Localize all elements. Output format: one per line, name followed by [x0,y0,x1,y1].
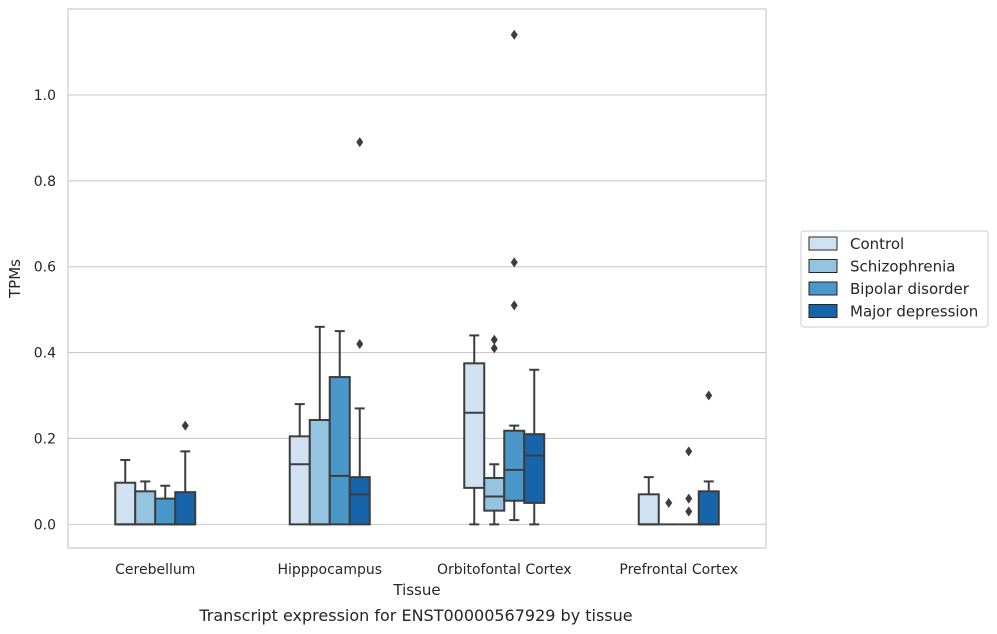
outlier-point [490,343,498,354]
outlier-point [356,137,364,148]
box [134,480,157,526]
y-tick-label: 0.6 [34,260,56,276]
box-body [288,435,311,526]
y-tick-label: 0.2 [34,431,56,447]
outlier-point [490,334,498,345]
box [697,390,720,526]
y-tick-label: 0.4 [34,346,56,362]
box [154,484,177,526]
legend-swatch [808,236,838,251]
y-tick-labels: 0.0 0.2 0.4 0.6 0.8 1.0 [34,88,56,533]
outlier-point [510,300,518,311]
outlier-point [685,493,693,504]
box-series [114,29,720,526]
box-body [697,490,720,526]
box-body [483,476,506,512]
box-body [134,490,157,526]
box [288,403,311,526]
box-body [114,481,137,526]
legend-label: Bipolar disorder [850,280,970,298]
y-tick-label: 0.0 [34,517,56,533]
box [523,368,546,526]
legend-label: Control [850,235,904,253]
y-axis-label: TPMs [6,259,24,299]
box-body [154,497,177,526]
box-body [463,362,486,489]
legend-swatch [808,304,838,318]
legend-label: Schizophrenia [850,258,955,276]
box [678,446,699,526]
box [463,334,486,526]
box-body [328,376,351,526]
box [658,497,679,526]
box-body [523,433,546,504]
box-body [503,429,526,502]
legend: Control Schizophrenia Bipolar disorder Majo… [800,230,989,328]
x-tick-label: Cerebellum [115,562,195,578]
outlier-point [356,338,364,349]
x-tick-label: Orbitofontal Cortex [437,562,572,578]
box [174,420,197,526]
box [348,137,371,526]
outlier-point [685,506,693,517]
legend-label: Major depression [850,303,978,321]
outlier-point [685,446,693,457]
outlier-point [705,390,713,401]
x-tick-labels: Cerebellum Hipppocampus Orbitofontal Corte… [115,562,738,578]
gridlines [68,94,766,525]
box [483,334,506,526]
y-tick-label: 1.0 [34,88,56,104]
box [328,330,351,526]
box-body [637,493,660,526]
x-tick-label: Prefrontal Cortex [619,562,738,578]
box [503,29,526,522]
box [114,458,137,526]
outlier-point [510,29,518,40]
box-body [348,476,371,526]
x-tick-label: Hipppocampus [277,562,382,578]
legend-swatch [808,259,838,273]
box [308,325,331,526]
box-body [308,419,331,526]
outlier-point [181,420,189,431]
outlier-point [665,497,673,508]
box [637,476,660,526]
y-tick-label: 0.8 [34,174,56,190]
x-axis-label: Tissue [392,581,440,599]
outlier-point [510,257,518,268]
plot-frame [67,8,767,549]
box-body [174,491,197,526]
legend-frame [800,230,989,328]
legend-swatch [808,281,838,296]
chart-caption: Transcript expression for ENST0000056792… [199,606,633,625]
